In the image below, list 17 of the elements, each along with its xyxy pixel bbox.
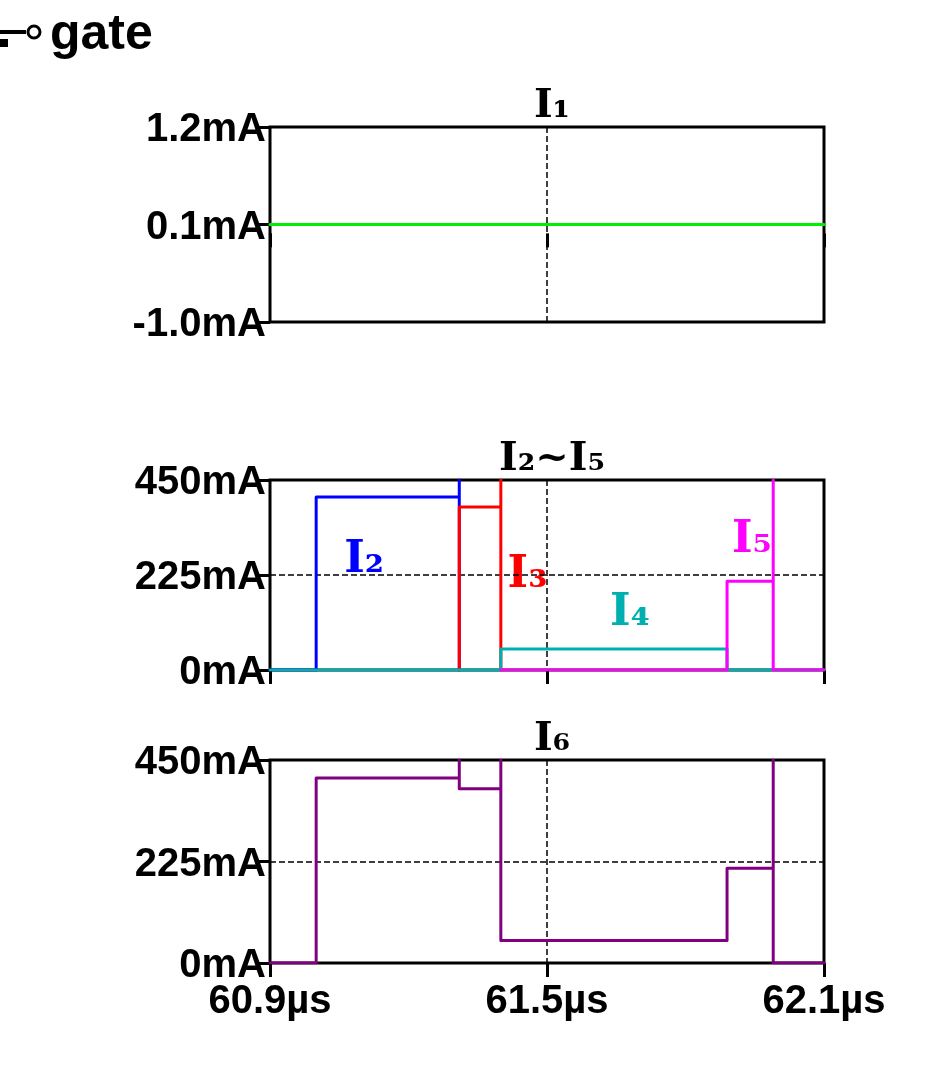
x-tick-label: 62.1µs [762, 977, 886, 1021]
y-tick-label: 225mA [134, 839, 266, 884]
series-label: I₅ [731, 511, 772, 563]
y-tick-label: 225mA [134, 553, 266, 597]
y-tick-label: 450mA [134, 738, 266, 782]
y-tick-label: 0mA [179, 648, 266, 692]
chart-title: I₆ [533, 711, 571, 759]
series-label: I₂ [344, 530, 385, 582]
y-tick-label: 0.1mA [145, 202, 266, 247]
series-label: I₄ [610, 583, 650, 635]
y-tick-label: -1.0mA [132, 300, 266, 344]
chart-title: I₂~I₅ [499, 431, 605, 479]
y-tick-label: 1.2mA [145, 105, 266, 149]
chart-title: I₁ [533, 78, 571, 126]
x-tick-label: 61.5µs [485, 977, 609, 1021]
y-tick-label: 450mA [134, 458, 266, 502]
text: gate [50, 3, 153, 62]
